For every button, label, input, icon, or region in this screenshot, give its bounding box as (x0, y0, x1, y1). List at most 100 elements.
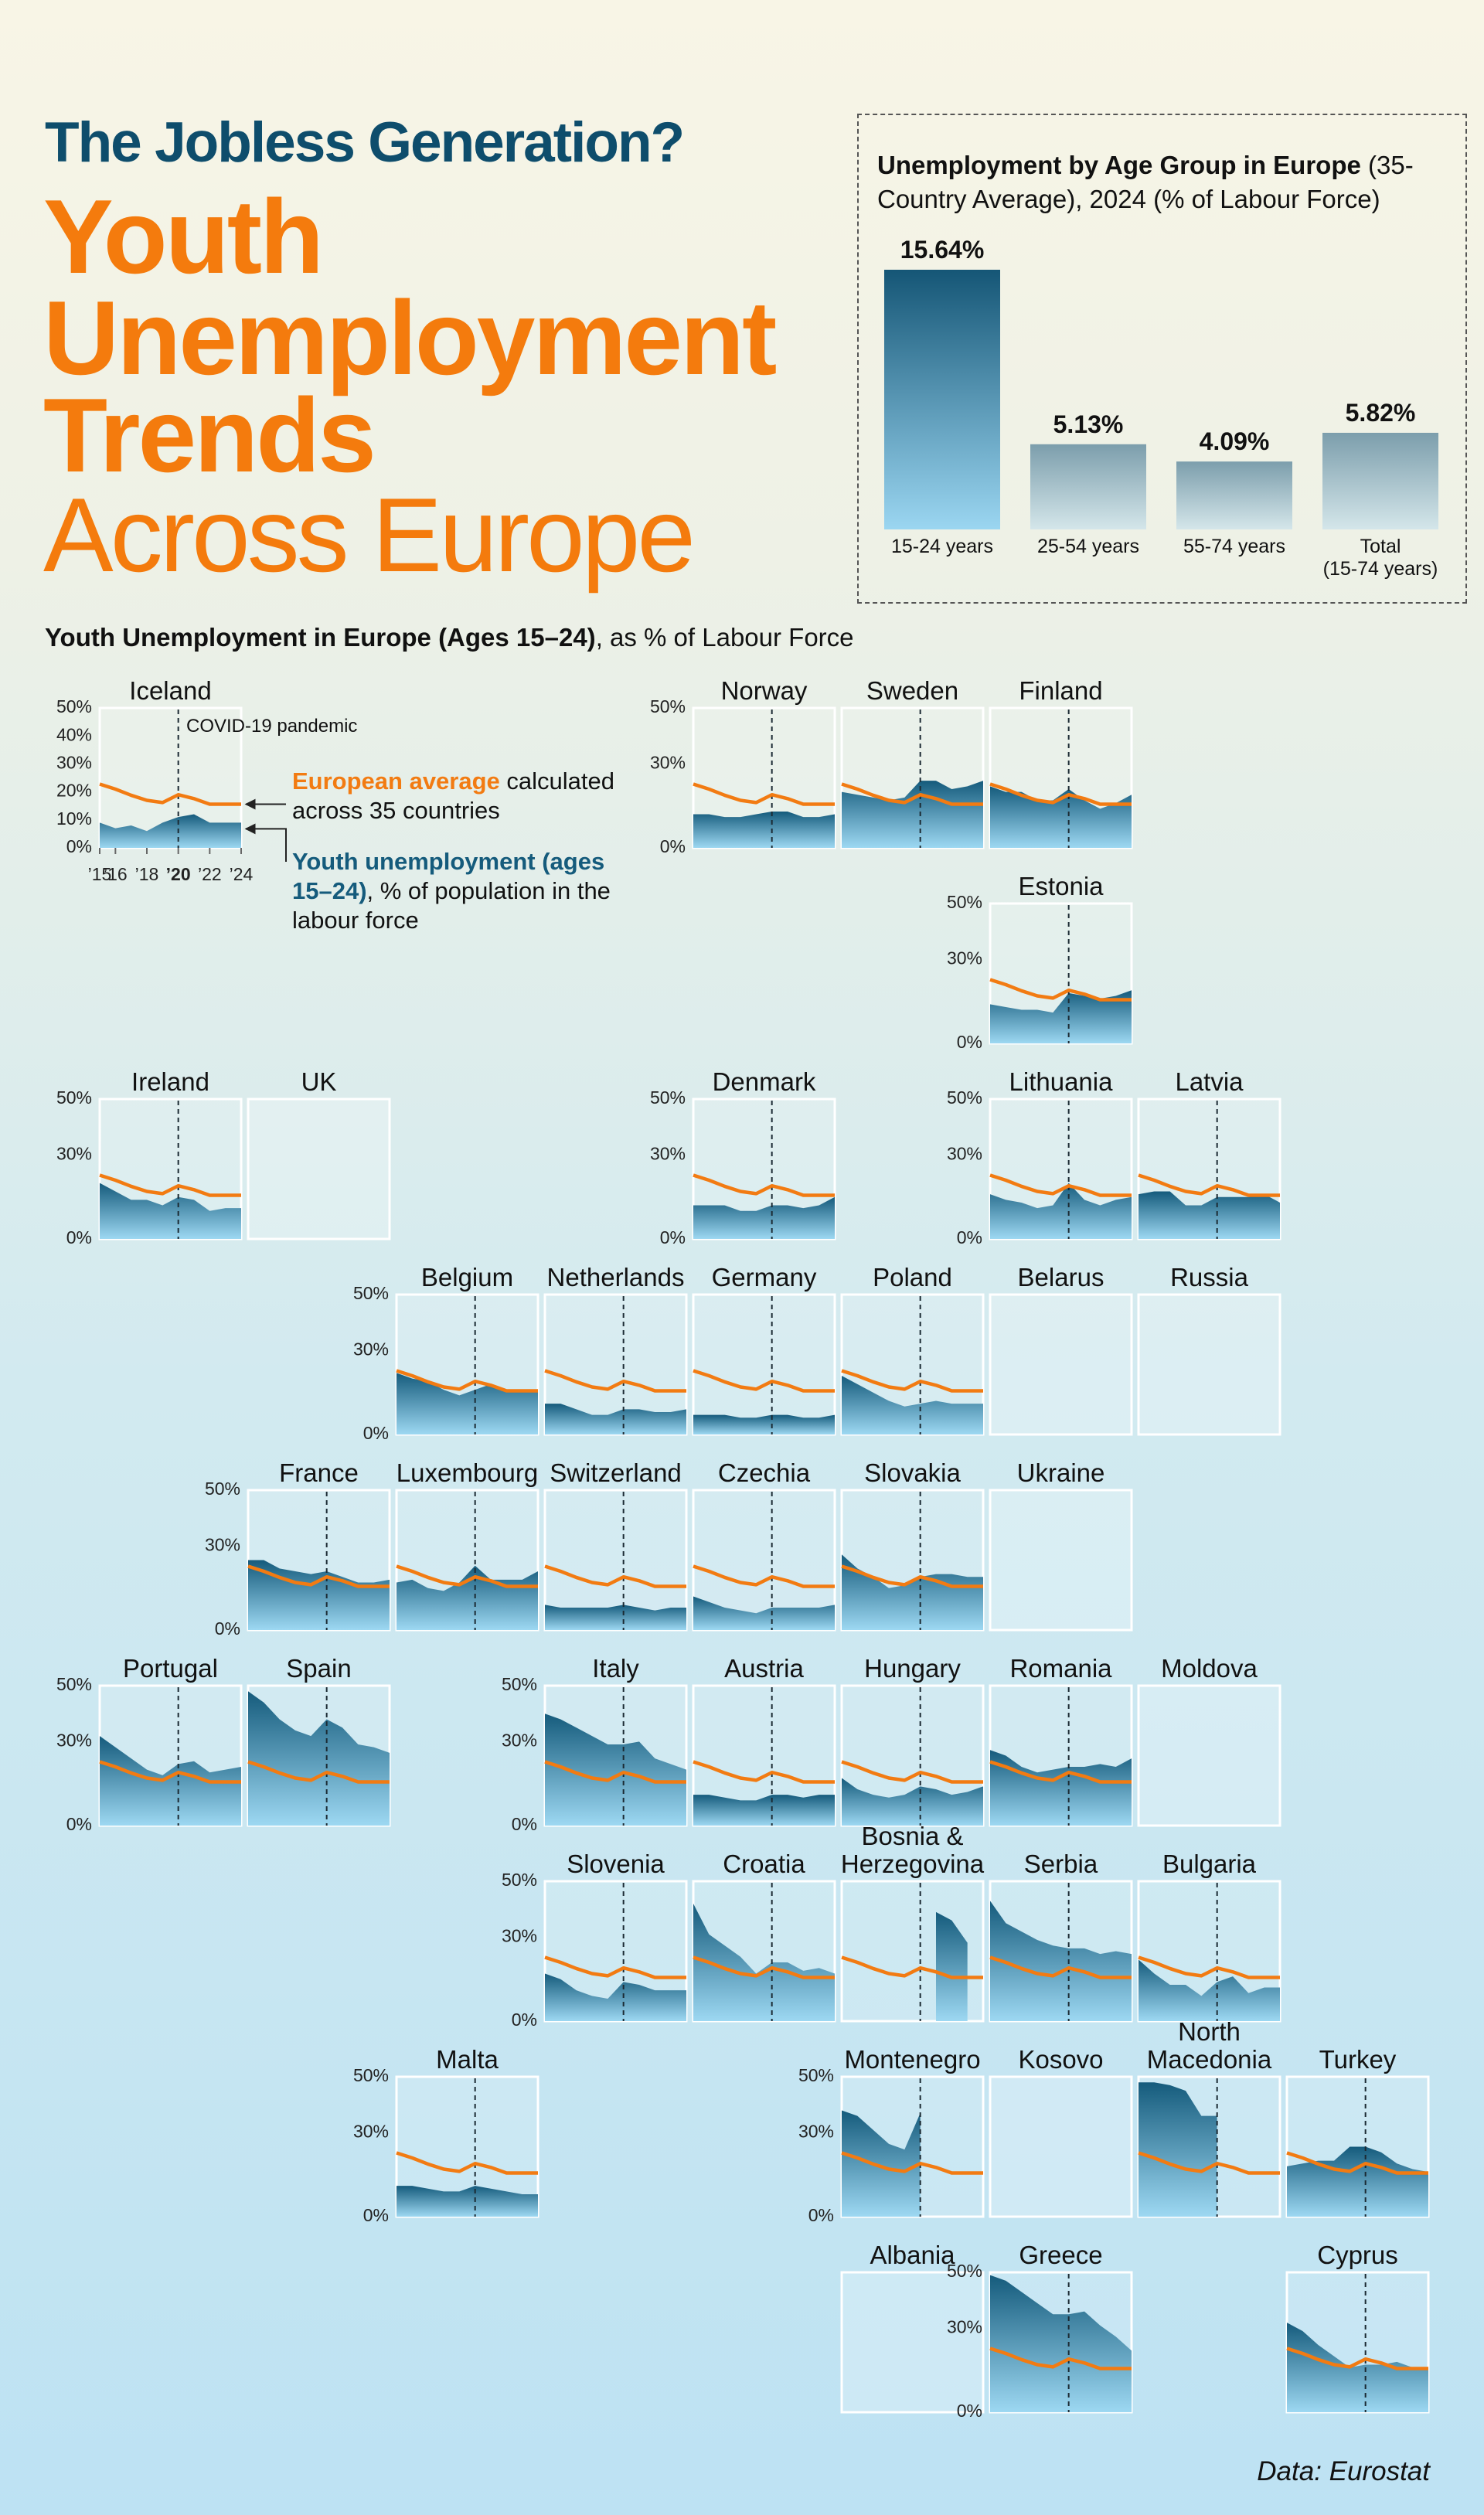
youth-area (1139, 1191, 1280, 1239)
country-name: Belgium (420, 1263, 514, 1292)
average-line (841, 1955, 983, 1979)
legend-note: , % of population in the labour force (292, 877, 611, 934)
country-name: Ireland (131, 1067, 209, 1096)
average-line (1138, 1173, 1280, 1197)
y-tick-label: 0% (957, 2401, 982, 2421)
y-tick-label: 0% (957, 1032, 982, 1052)
youth-area (693, 1414, 835, 1434)
y-tick-label: 0% (66, 1227, 92, 1247)
average-line (693, 1369, 835, 1393)
average-line (247, 1760, 390, 1784)
youth-area (397, 1565, 538, 1630)
y-tick-label: 30% (205, 1534, 240, 1554)
country-name: Switzerland (550, 1458, 682, 1487)
bar (1322, 432, 1438, 529)
youth-area (990, 1750, 1132, 1826)
legend-note: calculated across 35 countries (292, 767, 615, 824)
country-name: Norway (720, 676, 808, 705)
y-tick-label: 50% (798, 2065, 834, 2085)
youth-area (990, 990, 1132, 1043)
average-line (247, 1564, 390, 1588)
country-name: Greece (1019, 2241, 1103, 2269)
bar (1176, 461, 1292, 529)
country-name: Moldova (1161, 1654, 1258, 1683)
y-tick-label: 0% (66, 1814, 92, 1834)
average-line (841, 2151, 983, 2175)
y-tick-label: 0% (660, 836, 686, 856)
country-name: Spain (286, 1654, 352, 1683)
y-tick-label: 10% (56, 808, 92, 829)
youth-area (100, 814, 241, 848)
y-tick-label: 30% (502, 1925, 537, 1945)
bar-title-rest: (35-Country Average), 2024 (% of Labour … (877, 151, 1414, 213)
y-tick-label: 50% (502, 1674, 537, 1694)
bar-value-label: 4.09% (1199, 427, 1270, 456)
youth-area (693, 1196, 835, 1239)
y-tick-label: 0% (66, 836, 92, 856)
y-tick-label: 30% (353, 2121, 389, 2141)
average-line (1286, 2151, 1428, 2175)
country-name: Lithuania (1009, 1067, 1113, 1096)
tile (1137, 1684, 1281, 1827)
country-name: Ukraine (1016, 1458, 1105, 1487)
country-name: Germany (711, 1263, 817, 1292)
country-name: Cyprus (1317, 2241, 1398, 2269)
country-name: Italy (592, 1654, 639, 1683)
country-name: France (279, 1458, 359, 1487)
youth-area (100, 1736, 241, 1826)
headline: Youth (43, 178, 324, 295)
youth-area (990, 2275, 1132, 2412)
kicker: The Jobless Generation? (45, 111, 685, 174)
y-tick-label: 50% (947, 2261, 982, 2281)
y-tick-label: 30% (650, 1143, 686, 1163)
x-tick-label: ’15 (88, 864, 112, 884)
tile (247, 1098, 391, 1240)
y-tick-label: 30% (353, 1339, 389, 1359)
y-tick-label: 50% (56, 696, 92, 716)
youth-area (693, 811, 835, 848)
tile (692, 1293, 836, 1436)
average-line (544, 1760, 686, 1784)
youth-area (1287, 2323, 1428, 2412)
y-tick-label: 50% (353, 1283, 389, 1303)
country-name: Austria (724, 1654, 804, 1683)
y-tick-label: 0% (512, 2010, 537, 2030)
average-line (544, 1369, 686, 1393)
bar-category-label: Total (15-74 years) (1322, 536, 1438, 580)
average-line (99, 1760, 241, 1784)
bar-value-label: 15.64% (900, 236, 985, 264)
country-name: Turkey (1319, 2045, 1397, 2074)
bar-category-label: 15-24 years (890, 536, 994, 557)
youth-area (842, 2110, 921, 2217)
country-name: Slovakia (864, 1458, 961, 1487)
country-name: Croatia (723, 1850, 805, 1878)
bar-title-bold: Unemployment by Age Group in Europe (877, 151, 1361, 179)
average-line (841, 1369, 983, 1393)
country-name: Latvia (1175, 1067, 1244, 1096)
bar (1030, 444, 1146, 529)
headline-light: Across Europe (43, 476, 696, 594)
y-tick-label: 50% (56, 1674, 92, 1694)
y-tick-label: 30% (947, 2316, 982, 2336)
average-line (1286, 2347, 1428, 2370)
y-tick-label: 0% (957, 1227, 982, 1247)
headline: Unemployment (43, 279, 777, 396)
bar-value-label: 5.13% (1053, 410, 1124, 438)
average-line (396, 1369, 538, 1393)
average-line (841, 782, 983, 806)
youth-area (545, 1605, 686, 1630)
country-name: Sweden (866, 676, 959, 705)
average-line (544, 1564, 686, 1588)
youth-area (693, 1795, 835, 1826)
average-line (99, 782, 241, 806)
country-name: Bulgaria (1162, 1850, 1257, 1878)
average-line (989, 1760, 1132, 1784)
y-tick-label: 0% (660, 1227, 686, 1247)
youth-area (990, 786, 1132, 848)
x-tick-label: ’24 (230, 864, 254, 884)
y-tick-label: 0% (215, 1618, 240, 1639)
country-name: North Macedonia (1146, 2017, 1272, 2074)
average-line (693, 782, 835, 806)
